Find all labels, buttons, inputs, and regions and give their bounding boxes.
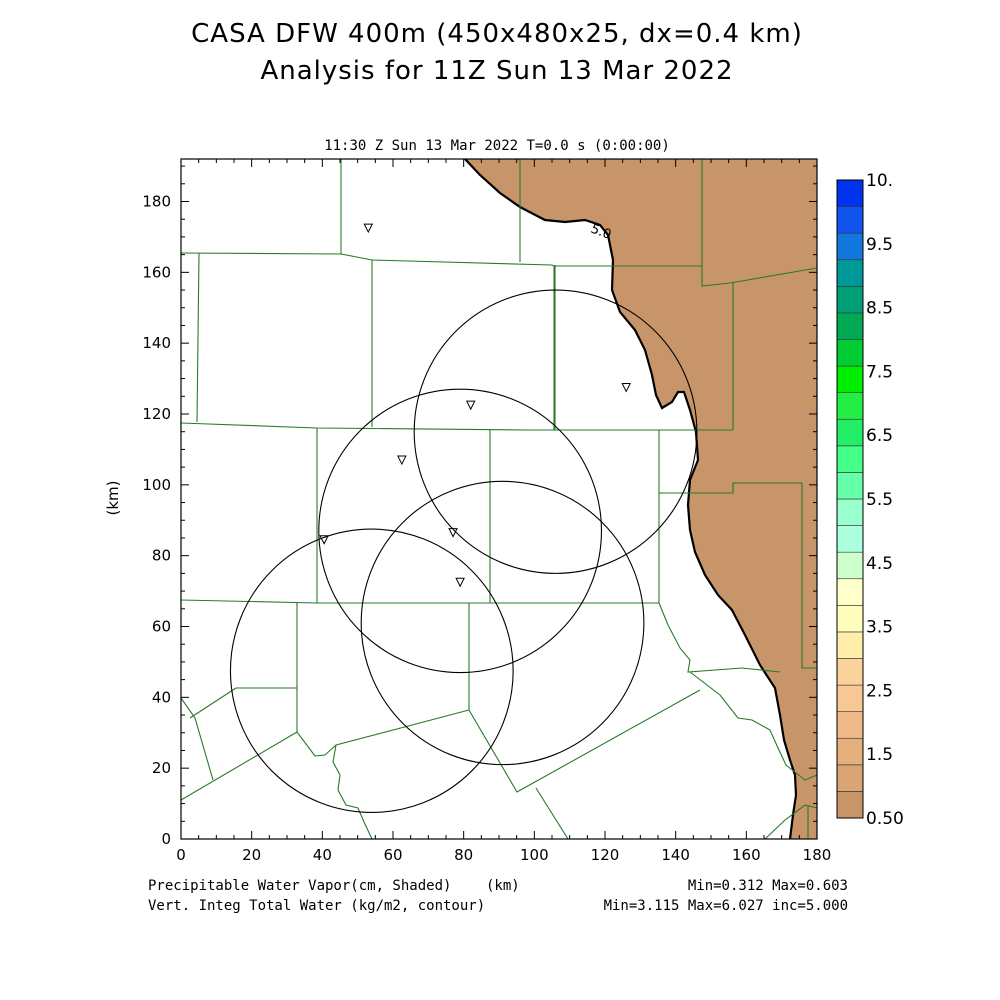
colorbar-swatch [836,605,864,633]
colorbar-swatch [836,418,864,447]
colorbar-label: 7.5 [866,362,893,382]
colorbar-swatch [836,259,864,287]
radar-site-marker [397,455,407,466]
radar-site-marker [465,400,476,411]
footer-right-1: Min=0.312 Max=0.603 [688,878,848,894]
y-tick-label: 0 [161,830,171,848]
y-tick-label: 120 [142,405,171,423]
plot-area: 5.0 [181,159,817,839]
x-tick-label: 140 [661,846,690,864]
colorbar-swatch [836,179,864,207]
y-axis: 0 20 40 60 80 100 120 140 160 180 [142,165,817,848]
radar-site-marker [363,223,374,234]
colorbar-swatch [836,791,864,819]
x-tick-label: 180 [803,846,832,864]
radar-site-marker [621,382,632,393]
colorbar-swatch [836,684,864,712]
range-ring [318,388,603,674]
contour-label: 5.0 [589,222,614,243]
radar-site-marker [319,535,329,545]
plot-subtitle: 11:30 Z Sun 13 Mar 2022 T=0.0 s (0:00:00… [324,138,670,154]
colorbar-swatch [836,525,864,553]
colorbar-swatch [836,286,864,314]
y-tick-label: 180 [142,193,171,211]
x-tick-label: 20 [242,846,261,864]
colorbar-swatch [836,711,864,739]
colorbar-swatch [836,631,864,659]
y-axis-label: (km) [104,480,122,515]
colorbar-swatch [836,206,864,234]
colorbar-swatch [836,232,864,261]
footer-left-1: Precipitable Water Vapor(cm, Shaded) [148,878,451,894]
colorbar-swatch [836,764,864,792]
footer-left-2: Vert. Integ Total Water (kg/m2, contour) [148,898,485,914]
colorbar-label: 5.5 [866,490,893,510]
y-tick-label: 140 [142,334,171,352]
range-ring [360,480,645,766]
x-tick-label: 80 [454,846,473,864]
colorbar-swatch [836,365,864,393]
x-tick-label: 0 [176,846,186,864]
shaded-region [465,159,817,839]
colorbar-label: 2.5 [866,681,893,701]
colorbar-swatch [836,498,864,526]
colorbar-swatch [836,312,864,340]
x-tick-label: 160 [732,846,761,864]
title-line-2: Analysis for 11Z Sun 13 Mar 2022 [260,56,733,86]
y-tick-label: 20 [152,759,171,777]
colorbar-label: 1.5 [866,745,893,765]
x-axis: 0 20 40 60 80 100 120 140 160 180 [176,159,831,864]
x-tick-label: 100 [520,846,549,864]
colorbar-label: 8.5 [866,299,893,319]
x-tick-label: 40 [313,846,332,864]
footer-right-2: Min=3.115 Max=6.027 inc=5.000 [604,898,848,914]
colorbar-swatch [836,445,864,473]
y-tick-label: 60 [152,618,171,636]
radar-site-marker [448,528,458,538]
range-rings [229,289,698,813]
colorbar-swatch [836,737,864,766]
colorbar-label: 4.5 [866,554,893,574]
colorbar-label: 6.5 [866,426,893,446]
colorbar-swatch [836,578,864,606]
x-tick-label: 120 [591,846,620,864]
y-tick-label: 80 [152,547,171,565]
colorbar-label: 3.5 [866,618,893,638]
colorbar-label: 0.50 [866,809,904,829]
colorbar-swatch [836,472,864,500]
colorbar-swatch [836,392,864,420]
colorbar-swatch [836,339,864,367]
range-ring [229,528,514,813]
colorbar-swatch [836,551,864,580]
radar-sites [319,223,632,588]
colorbar-frame [836,179,864,819]
colorbar: 0.50 1.5 2.5 3.5 4.5 5.5 6.5 7.5 8.5 9.5 10. [836,171,904,829]
footer-xunit: (km) [486,878,520,894]
colorbar-swatch [836,658,864,686]
county-boundaries [181,159,817,839]
contour-line [464,159,798,839]
colorbar-label: 9.5 [866,235,893,255]
radar-site-marker [455,577,465,588]
range-ring [413,289,698,574]
title-line-1: CASA DFW 400m (450x480x25, dx=0.4 km) [191,19,803,49]
y-tick-label: 100 [142,476,171,494]
y-tick-label: 160 [142,263,171,281]
y-tick-label: 40 [152,688,171,706]
colorbar-label: 10. [866,171,893,191]
x-tick-label: 60 [383,846,402,864]
